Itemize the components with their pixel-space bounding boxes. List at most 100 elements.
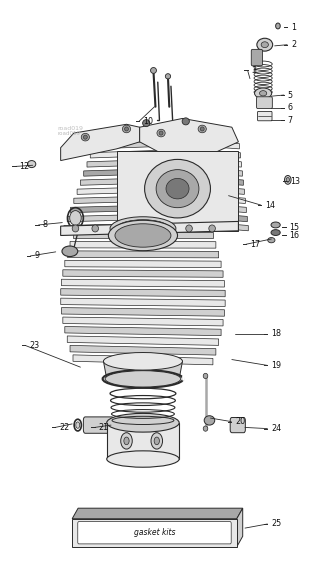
- Text: gasket kits: gasket kits: [134, 528, 175, 537]
- Polygon shape: [61, 124, 140, 161]
- Text: 12: 12: [20, 162, 30, 171]
- Polygon shape: [67, 336, 219, 345]
- Polygon shape: [65, 326, 221, 336]
- Ellipse shape: [70, 211, 81, 225]
- Text: 3: 3: [252, 66, 257, 75]
- Ellipse shape: [145, 159, 210, 218]
- Ellipse shape: [157, 129, 165, 137]
- Bar: [72, 519, 237, 547]
- FancyBboxPatch shape: [78, 522, 231, 544]
- Ellipse shape: [261, 42, 268, 48]
- Ellipse shape: [76, 422, 80, 428]
- Polygon shape: [70, 345, 216, 355]
- Polygon shape: [197, 176, 243, 185]
- Polygon shape: [64, 222, 206, 231]
- Polygon shape: [70, 204, 202, 213]
- Ellipse shape: [124, 127, 128, 131]
- Polygon shape: [199, 186, 244, 195]
- Polygon shape: [117, 151, 238, 231]
- FancyBboxPatch shape: [251, 49, 263, 66]
- Ellipse shape: [285, 175, 291, 184]
- Polygon shape: [206, 222, 248, 231]
- Polygon shape: [61, 298, 225, 306]
- Text: 20: 20: [235, 417, 245, 426]
- FancyBboxPatch shape: [258, 111, 272, 121]
- Polygon shape: [87, 158, 194, 167]
- Text: 6: 6: [288, 103, 293, 112]
- Ellipse shape: [72, 225, 79, 232]
- Ellipse shape: [156, 170, 199, 208]
- Ellipse shape: [186, 225, 192, 232]
- Polygon shape: [63, 270, 223, 278]
- Ellipse shape: [92, 225, 99, 232]
- Ellipse shape: [268, 238, 275, 243]
- Text: 23: 23: [29, 341, 40, 350]
- FancyBboxPatch shape: [83, 417, 114, 433]
- Ellipse shape: [104, 353, 183, 370]
- Polygon shape: [140, 118, 238, 152]
- FancyBboxPatch shape: [230, 417, 245, 433]
- Ellipse shape: [204, 416, 215, 425]
- Polygon shape: [74, 195, 201, 203]
- Text: 25: 25: [271, 519, 282, 529]
- Text: 24: 24: [271, 424, 282, 433]
- Ellipse shape: [107, 451, 179, 467]
- Polygon shape: [65, 260, 221, 268]
- Ellipse shape: [271, 222, 280, 228]
- Ellipse shape: [62, 246, 78, 256]
- Text: 8: 8: [42, 220, 47, 229]
- Ellipse shape: [165, 74, 171, 79]
- Polygon shape: [196, 168, 242, 176]
- Text: 1: 1: [291, 23, 296, 32]
- Text: 2: 2: [291, 40, 296, 49]
- Ellipse shape: [124, 437, 129, 445]
- Text: road019: road019: [57, 126, 83, 131]
- Ellipse shape: [151, 433, 163, 449]
- Ellipse shape: [276, 23, 280, 29]
- Polygon shape: [90, 149, 192, 158]
- Text: 21: 21: [99, 423, 109, 432]
- Ellipse shape: [115, 224, 171, 247]
- Polygon shape: [61, 279, 224, 287]
- Text: 7: 7: [288, 116, 293, 125]
- Ellipse shape: [271, 230, 280, 235]
- Text: 9: 9: [34, 252, 40, 260]
- Polygon shape: [70, 242, 216, 248]
- Ellipse shape: [182, 118, 189, 125]
- Polygon shape: [194, 158, 241, 167]
- Ellipse shape: [28, 161, 36, 168]
- Polygon shape: [202, 204, 246, 213]
- Ellipse shape: [198, 125, 206, 133]
- Polygon shape: [84, 168, 196, 176]
- Polygon shape: [67, 213, 204, 222]
- Ellipse shape: [203, 373, 208, 379]
- Polygon shape: [61, 308, 224, 316]
- Bar: [107, 423, 179, 459]
- Text: 10: 10: [143, 117, 153, 126]
- Text: 19: 19: [271, 361, 282, 370]
- Ellipse shape: [123, 125, 130, 133]
- Text: 5: 5: [288, 91, 293, 99]
- Ellipse shape: [159, 131, 163, 135]
- Text: 18: 18: [271, 329, 281, 338]
- Ellipse shape: [203, 426, 208, 431]
- Polygon shape: [204, 213, 247, 222]
- Ellipse shape: [166, 178, 189, 199]
- Ellipse shape: [257, 38, 273, 51]
- Text: 16: 16: [290, 231, 299, 240]
- Polygon shape: [73, 232, 213, 238]
- Ellipse shape: [83, 135, 87, 139]
- Text: 14: 14: [265, 201, 275, 209]
- Ellipse shape: [150, 68, 156, 74]
- Ellipse shape: [143, 119, 150, 126]
- Ellipse shape: [117, 220, 169, 237]
- Text: road019: road019: [57, 131, 80, 136]
- Ellipse shape: [81, 133, 89, 141]
- Ellipse shape: [255, 88, 272, 99]
- Polygon shape: [63, 317, 223, 326]
- Text: 22: 22: [59, 423, 69, 432]
- Polygon shape: [192, 149, 240, 158]
- Polygon shape: [67, 251, 219, 258]
- Polygon shape: [191, 140, 239, 149]
- Polygon shape: [77, 186, 199, 195]
